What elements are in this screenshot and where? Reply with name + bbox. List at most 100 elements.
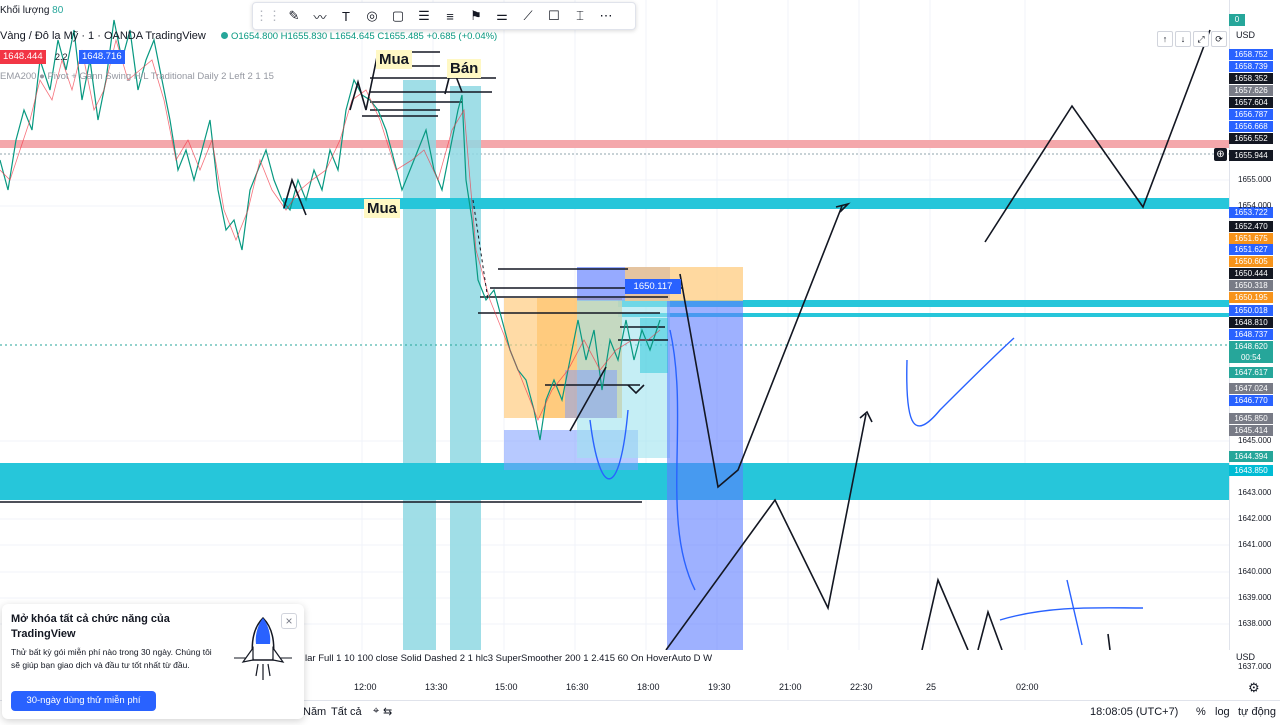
price-label: 1657.604	[1229, 97, 1273, 108]
cyan-zone-upper	[283, 198, 1229, 209]
range-all[interactable]: Tất cả	[331, 706, 362, 718]
studies-legend: lar Full 1 10 100 close Solid Dashed 2 1…	[305, 653, 713, 664]
volume-legend: Khối lượng 80	[0, 5, 63, 16]
currency-badge: 0	[1229, 14, 1245, 26]
arrow-down-icon[interactable]: ↓	[1175, 31, 1191, 47]
close-icon[interactable]: ×	[281, 613, 297, 629]
drawing-toolbar: ⋮⋮ ✎ 〰 T ◎ ▢ ☰ ≡ ⚑ ⚌ ⟋ ☐ ⌶ ⋯	[252, 2, 636, 30]
volume-value: 80	[52, 5, 64, 16]
annotation-buy-bottom[interactable]: Mua	[364, 199, 400, 218]
promo-popup: Mở khóa tất cả chức năng của TradingView…	[2, 604, 304, 719]
promo-title: Mở khóa tất cả chức năng của TradingView	[11, 613, 170, 640]
interval[interactable]: 1	[88, 30, 95, 42]
price-label: 1658.352	[1229, 73, 1273, 84]
path-icon[interactable]: 〰	[313, 9, 327, 25]
date-range-icon[interactable]: ⌖	[373, 705, 380, 717]
price-label: 1650.318	[1229, 280, 1273, 291]
indicator-legend[interactable]: EMA200 ● Pivot + Gann Swing H/L Traditio…	[0, 71, 274, 82]
percent-toggle[interactable]: %	[1196, 706, 1206, 718]
price-label: 1644.394	[1229, 451, 1273, 462]
broker: OANDA	[103, 30, 143, 42]
annotation-sell[interactable]: Bán	[447, 59, 482, 78]
time-label: 02:00	[1016, 682, 1039, 692]
cyan-zone-mid	[618, 300, 1229, 307]
time-label: 13:30	[425, 682, 448, 692]
price-label: 1648.737	[1229, 329, 1273, 340]
price-label: 1650.444	[1229, 268, 1273, 279]
flag-icon[interactable]: ⚑	[470, 8, 482, 23]
brush-icon[interactable]: ✎	[288, 8, 300, 23]
auto-toggle[interactable]: tự động	[1238, 706, 1276, 718]
free-trial-button[interactable]: 30-ngày dùng thử miễn phí	[11, 691, 156, 711]
chart-settings-icon[interactable]: ⚙	[1248, 680, 1260, 695]
align-icon[interactable]: ☰	[418, 8, 430, 23]
time-label: 18:00	[637, 682, 660, 692]
range-year[interactable]: Năm	[303, 706, 327, 718]
volume-label: Khối lượng	[0, 5, 50, 16]
time-label: 12:00	[354, 682, 377, 692]
price-label: 1650.018	[1229, 305, 1273, 316]
currency-bottom[interactable]: USD	[1236, 652, 1256, 662]
price-tick: 1655.000	[1238, 175, 1272, 184]
price-tick: 1645.000	[1238, 436, 1272, 445]
rocket-icon	[234, 616, 292, 680]
time-label: 22:30	[850, 682, 873, 692]
price-tick: 1654.000	[1238, 201, 1272, 210]
time-label: 21:00	[779, 682, 802, 692]
symbol-name[interactable]: Vàng / Đô la Mỹ	[0, 30, 79, 42]
price-tick: 1641.000	[1238, 540, 1272, 549]
price-label: 00:54	[1229, 352, 1273, 363]
price-label: 1651.675	[1229, 233, 1273, 244]
time-label: 16:30	[566, 682, 589, 692]
price-label: 1646.770	[1229, 395, 1273, 406]
more-tools-icon[interactable]: ⋯	[599, 8, 613, 23]
price-label: 1651.627	[1229, 244, 1273, 255]
price-series	[0, 19, 661, 441]
line-style-icon[interactable]: ≡	[446, 8, 454, 24]
target-icon[interactable]: ◎	[366, 8, 378, 23]
expand-icon[interactable]: ⤢	[1193, 31, 1209, 47]
spread-value: 2.2	[55, 52, 68, 62]
chart-drawing[interactable]	[0, 0, 1229, 650]
sell-price-button[interactable]: 1648.444	[0, 50, 46, 64]
arrow-up-icon[interactable]: ↑	[1157, 31, 1173, 47]
price-label: 1643.850	[1229, 465, 1273, 476]
position-price-label[interactable]: 1650.117	[625, 279, 681, 294]
rectangle-icon[interactable]: ▢	[391, 8, 405, 23]
price-label: 1648.620	[1229, 341, 1273, 352]
price-tick: 1639.000	[1238, 593, 1272, 602]
resistance-zone	[0, 140, 1229, 148]
text-icon[interactable]: T	[342, 8, 350, 24]
time-label: 15:00	[495, 682, 518, 692]
price-label: 1645.414	[1229, 425, 1273, 436]
callout-icon[interactable]: ☐	[548, 8, 560, 23]
price-tick: 1638.000	[1238, 619, 1272, 628]
buy-price-button[interactable]: 1648.716	[79, 50, 125, 64]
measure-icon[interactable]: ⌶	[576, 8, 584, 23]
log-toggle[interactable]: log	[1215, 706, 1230, 718]
price-label: 1658.739	[1229, 61, 1273, 72]
settings-lines-icon[interactable]: ⚌	[496, 8, 508, 23]
drag-handle-icon[interactable]: ⋮⋮	[255, 8, 281, 23]
currency-label[interactable]: USD	[1236, 30, 1256, 40]
goto-date-icon[interactable]: ⇆	[383, 706, 393, 718]
price-crosshair-icon[interactable]: ⊕	[1214, 148, 1227, 161]
price-label: 1658.752	[1229, 49, 1273, 60]
price-label: 1657.626	[1229, 85, 1273, 96]
price-label: 1656.787	[1229, 109, 1273, 120]
chart-canvas[interactable]: Mua Bán Mua 1650.117	[0, 0, 1229, 650]
price-label: 1647.617	[1229, 367, 1273, 378]
price-tick: 1640.000	[1238, 567, 1272, 576]
annotation-buy-top[interactable]: Mua	[376, 50, 412, 69]
promo-text: Thử bất kỳ gói miễn phí nào trong 30 ngà…	[11, 647, 212, 670]
clock[interactable]: 18:08:05 (UTC+7)	[1090, 706, 1179, 718]
price-label: 1656.668	[1229, 121, 1273, 132]
symbol-legend[interactable]: Vàng / Đô la Mỹ · 1 · OANDA TradingView …	[0, 30, 498, 42]
price-label: 1648.810	[1229, 317, 1273, 328]
price-tick: 1637.000	[1238, 662, 1272, 671]
price-label: 1647.024	[1229, 383, 1273, 394]
price-label: 1650.195	[1229, 292, 1273, 303]
time-label: 25	[926, 682, 937, 692]
refresh-icon[interactable]: ⟳	[1211, 31, 1227, 47]
trend-line-icon[interactable]: ⟋	[523, 8, 533, 23]
